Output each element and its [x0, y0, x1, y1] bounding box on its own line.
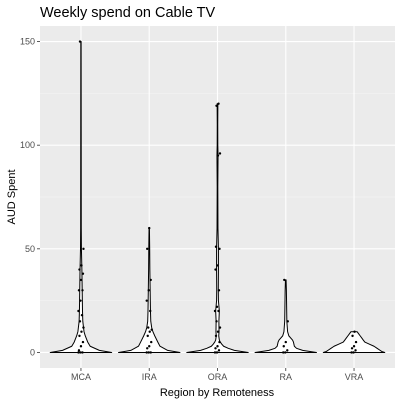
data-point [215, 104, 218, 108]
data-point [215, 320, 218, 323]
data-point [79, 351, 82, 354]
data-point [215, 351, 219, 354]
data-point [353, 330, 356, 333]
data-point [81, 272, 85, 275]
y-tick-label: 150 [20, 37, 35, 47]
y-axis-title: AUD Spent [6, 169, 18, 224]
data-point [147, 326, 150, 329]
data-point [216, 345, 219, 348]
data-point [351, 334, 354, 338]
data-point [77, 309, 80, 313]
data-point [282, 345, 285, 348]
data-point [214, 245, 218, 248]
data-point [214, 268, 217, 271]
violin-ora [186, 103, 249, 353]
data-point [77, 289, 81, 292]
data-point [78, 320, 82, 323]
data-point [354, 340, 358, 344]
data-point [218, 340, 221, 344]
data-point [79, 345, 83, 348]
data-point [148, 345, 151, 348]
data-point [218, 152, 222, 155]
data-point [78, 268, 81, 271]
data-point [350, 347, 354, 350]
data-point [217, 102, 220, 105]
data-point [215, 305, 219, 309]
data-point [354, 349, 357, 352]
x-tick-label: IRA [142, 372, 157, 382]
data-point [77, 349, 81, 352]
data-point [146, 334, 149, 338]
data-point [79, 278, 83, 282]
data-point [148, 226, 151, 230]
x-tick-label: ORA [208, 372, 228, 382]
data-point [217, 309, 220, 313]
data-point [79, 299, 82, 302]
data-point [150, 328, 153, 331]
data-point [352, 345, 356, 348]
x-tick-label: RA [280, 372, 293, 382]
data-point [147, 289, 150, 292]
data-point [80, 264, 83, 267]
y-tick-label: 0 [30, 347, 35, 357]
data-point [146, 247, 149, 251]
data-point [150, 340, 153, 344]
data-point [145, 351, 148, 354]
data-point [216, 330, 220, 333]
data-point [216, 264, 219, 267]
data-point [218, 326, 222, 329]
data-point [282, 351, 285, 354]
violin-vra [322, 331, 386, 353]
data-point [286, 320, 289, 323]
data-point [149, 278, 152, 282]
data-point [145, 299, 148, 302]
data-point [286, 349, 289, 352]
data-point [146, 347, 149, 350]
data-point [352, 351, 355, 354]
data-point [80, 330, 83, 333]
data-point [216, 154, 220, 157]
data-point [81, 340, 85, 344]
data-point [78, 334, 81, 338]
data-point [284, 340, 287, 344]
data-point [81, 351, 84, 354]
data-point [147, 351, 150, 354]
y-tick-label: 50 [25, 244, 35, 254]
data-point [81, 289, 84, 292]
data-point [148, 330, 151, 333]
data-point [82, 326, 85, 329]
data-point [350, 351, 353, 354]
data-point [218, 247, 221, 251]
data-point [213, 309, 217, 313]
data-point [78, 40, 82, 43]
data-point [217, 349, 221, 352]
data-points [77, 40, 358, 354]
data-point [214, 347, 217, 350]
x-axis: MCA IRA ORA RA VRA [71, 368, 363, 382]
data-point [82, 247, 85, 251]
data-point [217, 289, 221, 292]
y-tick-label: 100 [20, 140, 35, 150]
data-point [213, 351, 217, 354]
chart-title: Weekly spend on Cable TV [40, 5, 216, 21]
data-point [149, 309, 152, 313]
x-tick-label: MCA [71, 372, 91, 382]
data-point [283, 278, 286, 282]
data-point [80, 313, 84, 317]
x-axis-title: Region by Remoteness [160, 387, 275, 399]
y-axis: 0 50 100 150 [20, 37, 40, 357]
data-point [284, 351, 287, 354]
data-point [77, 351, 80, 354]
x-tick-label: VRA [345, 372, 364, 382]
data-point [214, 334, 218, 338]
data-point [149, 351, 152, 354]
